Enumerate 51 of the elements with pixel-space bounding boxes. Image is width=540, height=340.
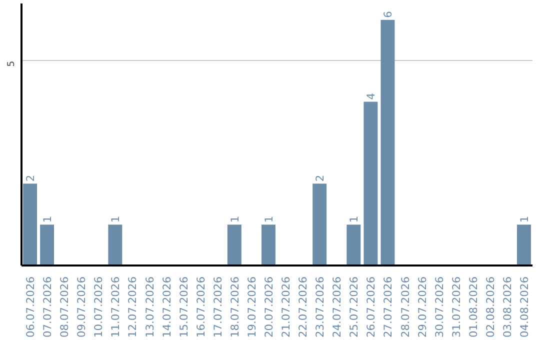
x-tick-label: 01.08.2026 bbox=[466, 276, 480, 338]
x-tick-label: 16.07.2026 bbox=[194, 276, 208, 338]
x-tick-label: 29.07.2026 bbox=[416, 276, 429, 338]
bar bbox=[312, 184, 327, 266]
bar bbox=[40, 224, 54, 266]
bar bbox=[364, 102, 378, 266]
x-tick-label: 09.07.2026 bbox=[75, 276, 88, 338]
x-tick-label: 28.07.2026 bbox=[398, 276, 412, 338]
x-tick-label: 06.07.2026 bbox=[24, 276, 38, 338]
bar bbox=[517, 224, 531, 266]
x-tick-label: 13.07.2026 bbox=[143, 276, 156, 338]
x-tick-label: 17.07.2026 bbox=[211, 276, 224, 338]
data-label: 2 bbox=[314, 174, 327, 182]
data-label: 1 bbox=[348, 216, 361, 223]
x-tick-label: 23.07.2026 bbox=[314, 276, 327, 338]
x-tick-label: 10.07.2026 bbox=[92, 276, 106, 338]
data-label: 1 bbox=[109, 216, 122, 223]
data-label: 6 bbox=[382, 10, 395, 18]
x-tick-label: 18.07.2026 bbox=[228, 276, 242, 338]
x-tick-label: 24.07.2026 bbox=[330, 276, 344, 338]
bar bbox=[346, 224, 361, 266]
x-tick-label: 02.08.2026 bbox=[484, 276, 497, 338]
bar bbox=[227, 224, 242, 266]
x-tick-label: 19.07.2026 bbox=[245, 276, 258, 338]
data-label: 1 bbox=[262, 216, 276, 223]
x-tick-label: 22.07.2026 bbox=[296, 276, 310, 338]
x-tick-label: 30.07.2026 bbox=[432, 276, 446, 338]
bar bbox=[108, 224, 122, 266]
bar bbox=[380, 20, 395, 266]
bar bbox=[23, 184, 37, 266]
x-tick-label: 07.07.2026 bbox=[41, 276, 54, 338]
x-tick-label: 26.07.2026 bbox=[364, 276, 378, 338]
data-label: 4 bbox=[364, 92, 378, 100]
data-label: 2 bbox=[24, 174, 38, 182]
x-tick-label: 04.08.2026 bbox=[518, 276, 531, 338]
x-tick-label: 27.07.2026 bbox=[382, 276, 395, 338]
data-label: 1 bbox=[228, 216, 242, 223]
bar bbox=[262, 224, 276, 266]
data-label: 1 bbox=[41, 216, 54, 223]
x-tick-label: 03.08.2026 bbox=[500, 276, 514, 338]
x-tick-label: 21.07.2026 bbox=[280, 276, 293, 338]
x-tick-label: 08.07.2026 bbox=[58, 276, 72, 338]
x-tick-label: 31.07.2026 bbox=[450, 276, 463, 338]
x-tick-label: 20.07.2026 bbox=[262, 276, 276, 338]
x-tick-label: 14.07.2026 bbox=[160, 276, 174, 338]
y-tick-label: 5 bbox=[6, 60, 17, 67]
x-tick-label: 25.07.2026 bbox=[348, 276, 361, 338]
x-tick-label: 15.07.2026 bbox=[177, 276, 190, 338]
x-tick-label: 12.07.2026 bbox=[126, 276, 140, 338]
data-label: 1 bbox=[518, 216, 531, 223]
x-tick-label: 11.07.2026 bbox=[109, 276, 122, 338]
